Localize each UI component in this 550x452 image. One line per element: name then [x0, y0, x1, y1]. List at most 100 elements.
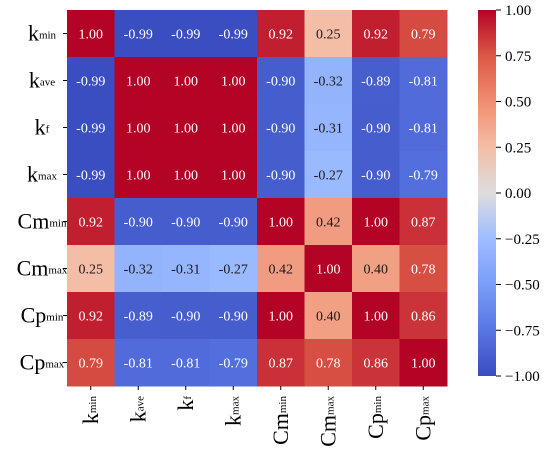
heatmap-cell	[209, 104, 258, 152]
column-label: kmin	[78, 396, 103, 425]
heatmap-cell	[162, 10, 210, 58]
cell-value-label: 1.00	[79, 28, 104, 43]
heatmap-cell	[162, 151, 210, 199]
cell-value-label: -0.90	[361, 169, 390, 184]
cell-value-label: -0.90	[266, 169, 295, 184]
cell-value-label: 1.00	[411, 357, 436, 372]
cell-value-label: -0.90	[266, 75, 295, 90]
heatmap-cell	[162, 104, 210, 152]
cell-value-label: -0.31	[314, 122, 343, 137]
colorbar-tick-label: 0.25	[505, 140, 531, 156]
cell-value-label: 0.92	[364, 28, 389, 43]
cell-value-label: 0.86	[364, 357, 389, 372]
cell-value-label: 0.25	[79, 263, 104, 278]
cell-value-label: 1.00	[174, 75, 199, 90]
column-label: Cpmin	[363, 396, 388, 439]
colorbar-tick-label: −1.00	[505, 369, 540, 385]
cell-value-label: -0.27	[314, 169, 343, 184]
cell-value-label: 1.00	[221, 122, 246, 137]
heatmap-cell	[399, 245, 448, 293]
heatmap-cell	[162, 339, 210, 387]
row-label: Cpmax	[20, 350, 65, 375]
heatmap-cell	[162, 292, 210, 340]
heatmap-cell	[209, 10, 258, 58]
colorbar-tick-label: 0.50	[505, 95, 531, 111]
column-label: kave	[125, 396, 150, 422]
column-label: kf	[173, 396, 198, 411]
heatmap-cell	[352, 10, 400, 58]
heatmap-cell	[67, 339, 115, 387]
cell-value-label: -0.90	[124, 216, 153, 231]
heatmap-cell	[67, 151, 115, 199]
cell-value-label: 1.00	[174, 122, 199, 137]
cell-value-label: 1.00	[269, 310, 294, 325]
heatmap-cell	[67, 104, 115, 152]
row-label: kmin	[28, 21, 57, 46]
cell-value-label: 1.00	[364, 216, 389, 231]
heatmap-cell	[162, 57, 210, 105]
colorbar-tick-label: 0.75	[505, 49, 531, 65]
row-label: Cmmin	[18, 209, 67, 234]
heatmap-cell	[114, 339, 163, 387]
cell-value-label: -0.81	[409, 75, 438, 90]
row-label: kf	[35, 115, 50, 140]
heatmap-cell	[67, 198, 115, 246]
heatmap-cell	[399, 292, 448, 340]
cell-value-label: -0.90	[361, 122, 390, 137]
cell-value-label: -0.31	[171, 263, 200, 278]
heatmap-cell	[114, 104, 163, 152]
heatmap-cell	[304, 57, 353, 105]
cell-value-label: 0.40	[316, 310, 341, 325]
cell-value-label: -0.99	[124, 28, 153, 43]
heatmap-cell	[257, 245, 305, 293]
heatmap-cell	[304, 339, 353, 387]
heatmap-cell	[114, 292, 163, 340]
heatmap-cell	[304, 104, 353, 152]
heatmap-cell	[67, 245, 115, 293]
heatmap-cell	[304, 151, 353, 199]
cell-value-label: 1.00	[174, 169, 199, 184]
cell-value-label: -0.81	[409, 122, 438, 137]
cell-value-label: -0.99	[171, 28, 200, 43]
cell-value-label: -0.89	[124, 310, 153, 325]
heatmap-cell	[209, 57, 258, 105]
heatmap-cell	[352, 57, 400, 105]
heatmap-cell	[114, 198, 163, 246]
heatmap-cell	[304, 198, 353, 246]
heatmap-cell	[304, 245, 353, 293]
heatmap-cell	[399, 198, 448, 246]
cell-value-label: -0.32	[124, 263, 153, 278]
cell-value-label: -0.99	[76, 122, 105, 137]
heatmap-cell	[162, 198, 210, 246]
cell-value-label: 0.40	[364, 263, 389, 278]
cell-value-label: 0.92	[269, 28, 294, 43]
cell-value-label: 1.00	[126, 75, 151, 90]
heatmap-cell	[67, 57, 115, 105]
cell-value-label: -0.27	[219, 263, 248, 278]
heatmap-cell	[257, 151, 305, 199]
row-label: Cpmin	[21, 303, 64, 328]
cell-value-label: 0.79	[79, 357, 104, 372]
heatmap-cell	[352, 292, 400, 340]
heatmap-cell	[352, 245, 400, 293]
heatmap-cell	[257, 339, 305, 387]
cell-value-label: 0.87	[411, 216, 436, 231]
cell-value-label: -0.81	[124, 357, 153, 372]
cell-value-label: 1.00	[126, 122, 151, 137]
colorbar-tick-label: −0.50	[505, 278, 540, 294]
heatmap-cell	[114, 151, 163, 199]
heatmap-cell	[304, 10, 353, 58]
heatmap-cell	[399, 57, 448, 105]
heatmap-cell	[257, 292, 305, 340]
cell-value-label: 0.92	[79, 216, 104, 231]
heatmap-cell	[257, 10, 305, 58]
heatmap-cell	[352, 198, 400, 246]
heatmap-cell	[352, 339, 400, 387]
cell-value-label: 1.00	[126, 169, 151, 184]
column-label: kmax	[220, 396, 245, 426]
cell-value-label: 0.78	[411, 263, 436, 278]
colorbar-tick-label: 1.00	[505, 3, 531, 19]
column-label: Cpmax	[410, 396, 435, 441]
heatmap-cell	[67, 292, 115, 340]
cell-value-label: -0.99	[76, 169, 105, 184]
